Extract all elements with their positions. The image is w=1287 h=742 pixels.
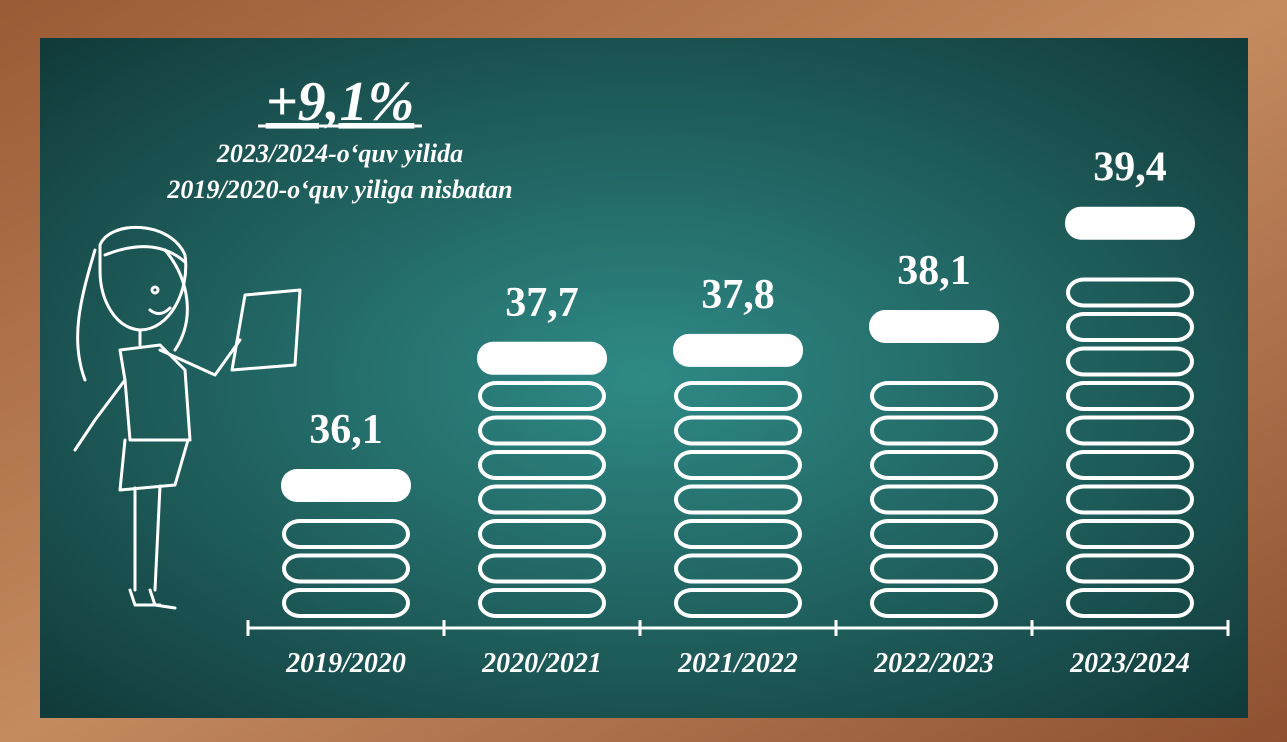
- board: [40, 38, 1248, 718]
- pill: [1066, 277, 1194, 308]
- pill: [1066, 381, 1194, 411]
- pill: [478, 519, 606, 549]
- value-label: 37,8: [701, 272, 775, 318]
- pill: [282, 519, 410, 549]
- pill: [1066, 415, 1194, 446]
- pill: [674, 588, 802, 618]
- pill: [1065, 206, 1195, 240]
- x-tick-label: 2021/2022: [677, 648, 798, 679]
- pill: [674, 381, 802, 411]
- x-tick-label: 2023/2024: [1069, 648, 1190, 679]
- pill: [282, 553, 410, 584]
- pill: [674, 450, 802, 480]
- pill: [478, 381, 606, 411]
- pill: [1066, 312, 1194, 342]
- pill: [1066, 450, 1194, 480]
- pill: [1066, 519, 1194, 549]
- pill: [1066, 484, 1194, 515]
- subtitle: 2023/2024-o‘quv yilida: [216, 139, 463, 168]
- pill: [870, 519, 998, 549]
- x-tick-label: 2019/2020: [285, 648, 406, 679]
- pill: [870, 484, 998, 515]
- x-tick-label: 2020/2021: [481, 648, 602, 679]
- pill: [282, 588, 410, 618]
- value-label: 37,7: [505, 280, 579, 326]
- subtitle: 2019/2020-o‘quv yiliga nisbatan: [166, 175, 512, 204]
- pill: [869, 310, 999, 344]
- teacher-illustration: [73, 225, 302, 610]
- pill: [1066, 346, 1194, 377]
- pill: [281, 468, 411, 502]
- pill: [870, 381, 998, 411]
- pill: [870, 450, 998, 480]
- pill: [478, 450, 606, 480]
- pill: [478, 484, 606, 515]
- pill: [478, 553, 606, 584]
- plot-area: 2019/2020 36,1 2020/2021 37,7 2021/2022 37,8 2…: [246, 145, 1230, 679]
- pill: [1066, 553, 1194, 584]
- pill: [673, 333, 803, 367]
- pill: [870, 588, 998, 618]
- pill: [674, 484, 802, 515]
- value-label: 39,4: [1093, 145, 1167, 191]
- pill: [1066, 588, 1194, 618]
- value-label: 38,1: [897, 248, 971, 294]
- pill: [870, 553, 998, 584]
- x-tick-label: 2022/2023: [873, 648, 994, 679]
- pill: [478, 415, 606, 446]
- pill: [674, 415, 802, 446]
- pill: [478, 588, 606, 618]
- pill: [477, 341, 607, 375]
- pill: [870, 415, 998, 446]
- pill: [674, 519, 802, 549]
- headline: +9,1%: [266, 71, 415, 133]
- value-label: 36,1: [309, 407, 383, 453]
- pill: [674, 553, 802, 584]
